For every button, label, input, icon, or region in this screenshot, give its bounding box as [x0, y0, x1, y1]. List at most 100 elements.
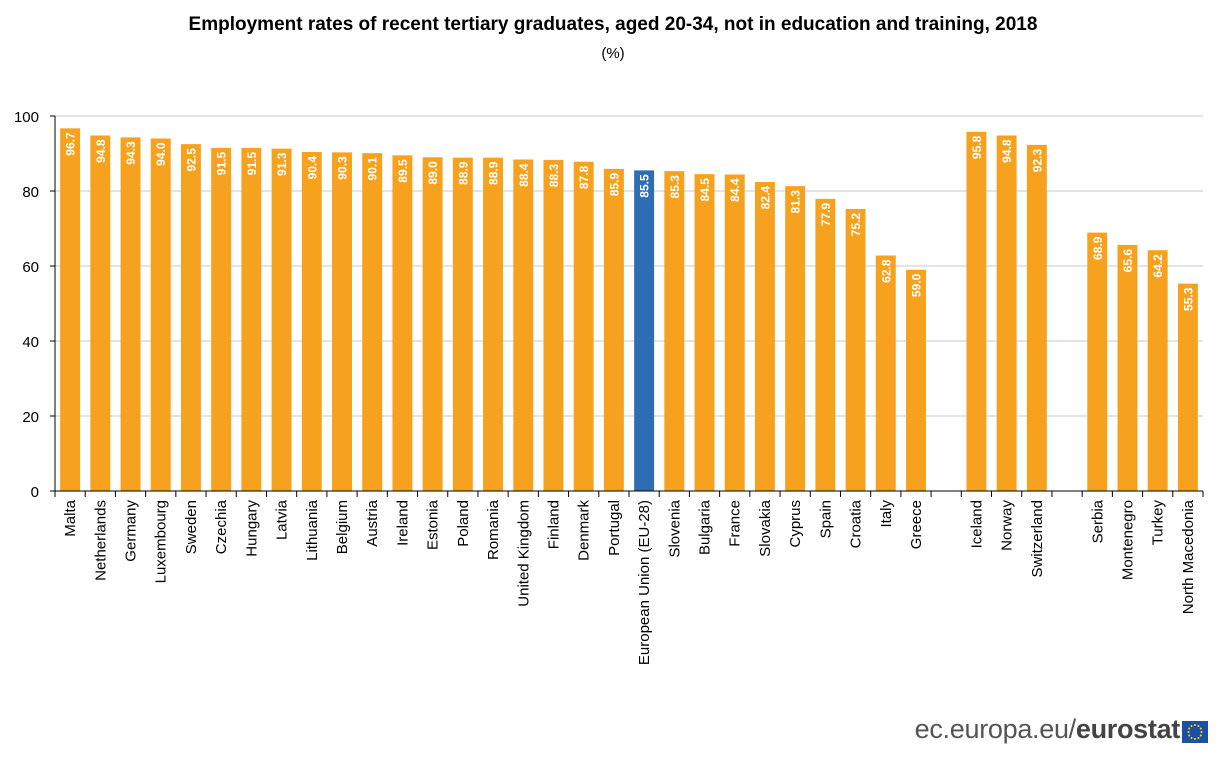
bar	[452, 157, 473, 491]
value-label: 94.8	[1000, 139, 1014, 163]
x-tick-label: Spain	[817, 500, 834, 538]
bar	[1177, 283, 1198, 491]
value-label: 90.3	[336, 156, 350, 180]
value-label: 91.3	[275, 152, 289, 176]
x-tick-label: Malta	[62, 499, 79, 536]
value-label: 94.0	[154, 142, 168, 166]
chart-title: Employment rates of recent tertiary grad…	[188, 14, 1038, 35]
x-tick-label: Luxembourg	[153, 500, 170, 583]
bar	[90, 135, 111, 491]
bar	[1026, 144, 1047, 491]
value-label: 85.9	[607, 173, 621, 197]
bar	[1117, 245, 1138, 491]
footer-domain: ec.europa.eu/	[914, 714, 1077, 744]
value-label: 62.8	[879, 259, 893, 283]
value-label: 84.4	[728, 178, 742, 202]
x-tick-label: Iceland	[968, 500, 985, 548]
y-tick-label: 0	[31, 484, 39, 501]
bar	[785, 186, 806, 491]
bar	[60, 128, 81, 491]
bar	[634, 170, 655, 491]
x-tick-label: Norway	[999, 500, 1016, 551]
bar	[211, 147, 232, 491]
x-tick-label: Austria	[364, 499, 381, 546]
bar	[845, 209, 866, 491]
x-tick-label: Montenegro	[1119, 500, 1136, 580]
bar	[996, 135, 1017, 491]
x-tick-label: Switzerland	[1029, 500, 1046, 578]
x-tick-label: United Kingdom	[515, 500, 532, 607]
bar	[271, 148, 292, 491]
value-label: 91.5	[245, 152, 259, 176]
bar	[483, 157, 504, 491]
value-label: 68.9	[1091, 236, 1105, 260]
x-tick-label: Estonia	[425, 499, 442, 550]
value-label: 85.5	[638, 174, 652, 198]
bar	[966, 131, 987, 491]
bar	[664, 171, 685, 491]
x-tick-label: Hungary	[243, 500, 260, 557]
value-label: 91.5	[215, 152, 229, 176]
x-tick-label: Ireland	[394, 500, 411, 546]
value-label: 55.3	[1181, 287, 1195, 311]
value-label: 89.0	[426, 161, 440, 185]
y-tick-label: 60	[22, 259, 39, 276]
x-tick-label: Turkey	[1150, 500, 1167, 546]
x-tick-label: Croatia	[848, 499, 865, 548]
bar	[362, 153, 383, 491]
chart-subtitle: (%)	[601, 45, 625, 62]
footer-brand: eurostat	[1075, 714, 1180, 744]
value-label: 77.9	[819, 203, 833, 227]
value-label: 89.5	[396, 159, 410, 183]
x-tick-label: Serbia	[1089, 499, 1106, 543]
x-tick-label: North Macedonia	[1180, 499, 1197, 614]
value-label: 82.4	[758, 186, 772, 210]
x-tick-label: Denmark	[576, 500, 593, 561]
bar	[754, 182, 775, 491]
value-label: 59.0	[910, 273, 924, 297]
x-tick-label: Cyprus	[787, 500, 804, 548]
bar	[301, 152, 322, 491]
x-tick-label: Greece	[908, 500, 925, 549]
value-label: 75.2	[849, 213, 863, 237]
bar	[815, 198, 836, 491]
value-label: 85.3	[668, 175, 682, 199]
x-tick-label: France	[727, 500, 744, 547]
bar	[694, 174, 715, 491]
y-tick-label: 20	[22, 409, 39, 426]
bar	[332, 152, 352, 491]
value-label: 95.8	[970, 135, 984, 159]
bar	[1147, 250, 1168, 491]
value-label: 90.4	[305, 156, 319, 180]
x-tick-label: Portugal	[606, 500, 623, 556]
bar	[906, 269, 926, 491]
value-label: 92.3	[1030, 149, 1044, 173]
x-tick-label: Sweden	[183, 500, 200, 554]
x-tick-label: Latvia	[274, 499, 291, 540]
bar	[513, 159, 534, 491]
y-tick-label: 80	[22, 184, 39, 201]
x-tick-label: Italy	[878, 500, 895, 528]
value-label: 92.5	[184, 148, 198, 172]
bar	[150, 138, 171, 491]
value-label: 64.2	[1151, 254, 1165, 278]
value-label: 65.6	[1121, 249, 1135, 273]
value-label: 81.3	[789, 190, 803, 214]
x-tick-label: European Union (EU-28)	[636, 500, 653, 665]
bar	[573, 161, 594, 491]
bar	[180, 144, 201, 491]
value-label: 94.8	[94, 139, 108, 163]
x-tick-label: Czechia	[213, 499, 230, 554]
eurostat-footer: ec.europa.eu/eurostat	[914, 714, 1181, 745]
value-label: 84.5	[698, 178, 712, 202]
x-tick-label: Slovakia	[757, 499, 774, 556]
x-tick-label: Finland	[545, 500, 562, 549]
value-label: 87.8	[577, 165, 591, 189]
x-tick-label: Romania	[485, 499, 502, 560]
bar	[543, 159, 564, 491]
bar	[120, 137, 141, 491]
bar	[241, 147, 262, 491]
x-tick-label: Germany	[123, 500, 140, 562]
axes: 0 20 40 60 80 100 Malta Netherlands Germany Luxem…	[14, 109, 1204, 665]
